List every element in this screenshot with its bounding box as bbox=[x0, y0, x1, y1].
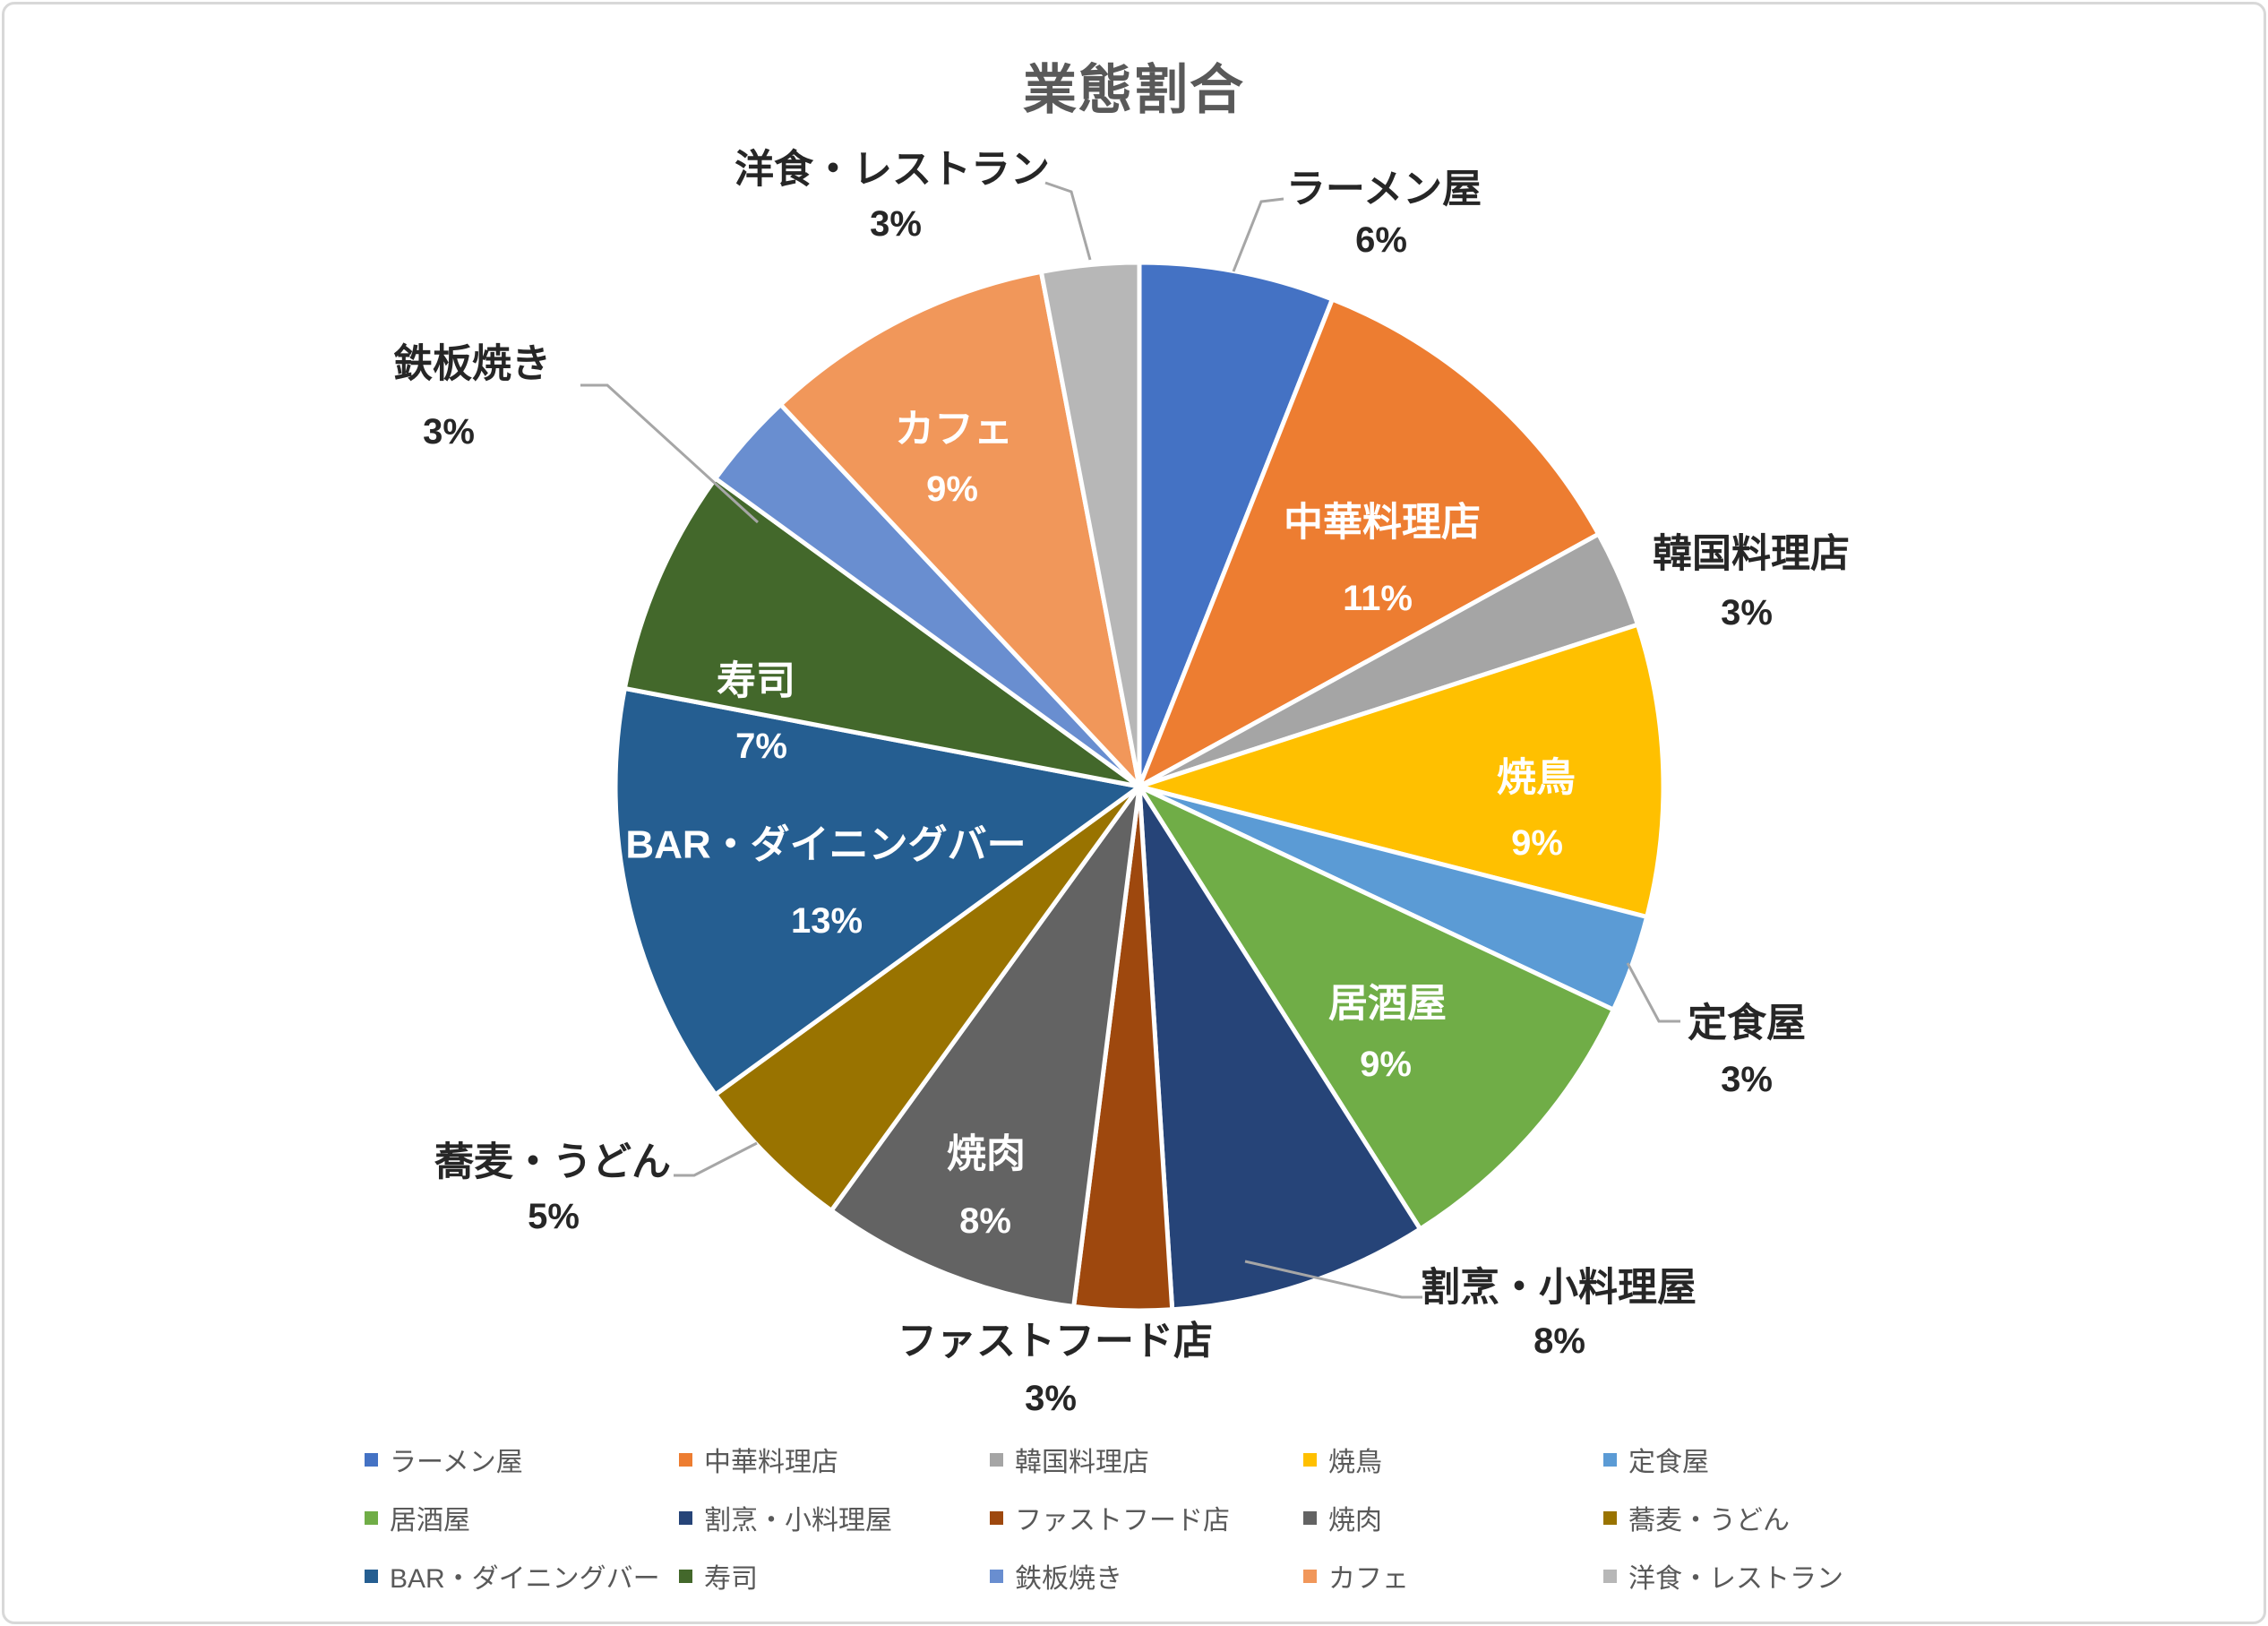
slice-label-name: 割烹・小料理屋 bbox=[1421, 1266, 1697, 1310]
legend-item-label: 韓国料理店 bbox=[1015, 1448, 1149, 1477]
legend-item-鉄板焼き[interactable]: 鉄板焼き bbox=[990, 1561, 1122, 1594]
pie-slice-割烹・小料理屋[interactable] bbox=[1137, 784, 1422, 1312]
legend-marker-icon bbox=[990, 1510, 1003, 1525]
label-leader-line bbox=[674, 1141, 758, 1177]
legend-item-label: 鉄板焼き bbox=[1015, 1564, 1122, 1594]
legend-item-韓国料理店[interactable]: 韓国料理店 bbox=[990, 1445, 1149, 1477]
slice-label-name: 焼鳥 bbox=[1497, 756, 1576, 800]
pie-slice-ラーメン屋[interactable] bbox=[1137, 260, 1335, 789]
pie-slice-カフェ[interactable] bbox=[778, 269, 1142, 789]
slice-label-percent: 5% bbox=[528, 1197, 580, 1236]
legend-item-label: 洋食・レストラン bbox=[1628, 1564, 1843, 1594]
legend-marker-icon bbox=[990, 1569, 1003, 1583]
legend-item-label: カフェ bbox=[1328, 1564, 1409, 1594]
legend-item-ファストフード店[interactable]: ファストフード店 bbox=[990, 1503, 1230, 1536]
legend-marker-icon bbox=[679, 1569, 692, 1583]
label-leader-line bbox=[1044, 181, 1092, 261]
label-leader-line bbox=[1244, 1260, 1422, 1299]
legend-item-label: ラーメン屋 bbox=[390, 1448, 523, 1477]
legend-marker-icon bbox=[990, 1452, 1003, 1467]
legend-item-label: ファストフード店 bbox=[1015, 1506, 1230, 1536]
slice-label-name: 蕎麦・うどん bbox=[434, 1140, 671, 1184]
slice-label-name: カフェ bbox=[895, 408, 1013, 452]
legend-item-焼肉[interactable]: 焼肉 bbox=[1303, 1503, 1382, 1536]
pie-slice-居酒屋[interactable] bbox=[1137, 784, 1616, 1232]
legend-item-label: 寿司 bbox=[704, 1564, 758, 1594]
slice-label-name: BAR・ダイニングバー bbox=[625, 823, 1026, 867]
slice-label-name: 定食屋 bbox=[1688, 1002, 1806, 1045]
legend-marker-icon bbox=[1303, 1569, 1317, 1583]
pie-slice-蕎麦・うどん[interactable] bbox=[713, 784, 1142, 1213]
legend-item-焼鳥[interactable]: 焼鳥 bbox=[1303, 1445, 1382, 1477]
label-leader-line bbox=[580, 383, 760, 524]
legend-marker-icon bbox=[679, 1452, 692, 1467]
pie-slice-BAR・ダイニングバー[interactable] bbox=[613, 685, 1142, 1097]
slice-label-percent: 6% bbox=[1355, 220, 1407, 260]
slice-label-percent: 13% bbox=[791, 901, 863, 941]
slice-label-percent: 3% bbox=[870, 204, 922, 244]
slice-label-percent: 9% bbox=[1360, 1045, 1412, 1084]
slice-label-name: 居酒屋 bbox=[1328, 982, 1447, 1026]
slice-label-percent: 3% bbox=[1721, 1060, 1773, 1099]
chart-title: 業態割合 bbox=[1023, 60, 1245, 120]
slice-label-name: 鉄板焼き bbox=[393, 342, 551, 386]
legend-item-寿司[interactable]: 寿司 bbox=[679, 1561, 758, 1594]
legend-item-居酒屋[interactable]: 居酒屋 bbox=[365, 1503, 470, 1536]
legend-marker-icon bbox=[1303, 1452, 1317, 1467]
legend-item-洋食・レストラン[interactable]: 洋食・レストラン bbox=[1603, 1561, 1843, 1594]
slice-label-percent: 3% bbox=[1721, 593, 1773, 632]
slice-label-name: 韓国料理店 bbox=[1653, 532, 1850, 576]
slice-label-percent: 8% bbox=[1533, 1321, 1585, 1361]
legend-item-label: 居酒屋 bbox=[390, 1506, 470, 1536]
legend-item-割烹・小料理屋[interactable]: 割烹・小料理屋 bbox=[679, 1503, 892, 1536]
pie-slice-洋食・レストラン[interactable] bbox=[1038, 260, 1142, 789]
slice-label-percent: 9% bbox=[926, 469, 978, 509]
legend-marker-icon bbox=[365, 1569, 378, 1583]
slice-label-name: 寿司 bbox=[717, 659, 795, 703]
legend-item-label: 蕎麦・うどん bbox=[1628, 1506, 1790, 1536]
legend-item-label: 割烹・小料理屋 bbox=[704, 1506, 892, 1536]
legend-marker-icon bbox=[1603, 1510, 1617, 1525]
slice-label-percent: 7% bbox=[735, 727, 787, 766]
legend-marker-icon bbox=[1303, 1510, 1317, 1525]
slice-label-name: ラーメン屋 bbox=[1286, 168, 1482, 211]
slice-label-percent: 3% bbox=[423, 412, 475, 452]
label-leader-line bbox=[1232, 197, 1284, 272]
legend-marker-icon bbox=[1603, 1569, 1617, 1583]
pie-slice-寿司[interactable] bbox=[622, 476, 1142, 789]
legend-item-蕎麦・うどん[interactable]: 蕎麦・うどん bbox=[1603, 1503, 1790, 1536]
pie-slice-焼鳥[interactable] bbox=[1137, 622, 1666, 919]
slice-label-name: ファストフード店 bbox=[898, 1320, 1213, 1364]
legend-marker-icon bbox=[679, 1510, 692, 1525]
legend-item-中華料理店[interactable]: 中華料理店 bbox=[679, 1445, 838, 1477]
legend-item-BAR・ダイニングバー[interactable]: BAR・ダイニングバー bbox=[365, 1561, 660, 1594]
slice-label-name: 洋食・レストラン bbox=[735, 148, 1050, 192]
legend-item-label: 焼鳥 bbox=[1328, 1448, 1382, 1477]
legend-item-label: BAR・ダイニングバー bbox=[390, 1564, 660, 1594]
legend-item-定食屋[interactable]: 定食屋 bbox=[1603, 1445, 1709, 1477]
slice-label-percent: 8% bbox=[959, 1201, 1011, 1241]
pie-slice-中華料理店[interactable] bbox=[1137, 297, 1602, 789]
legend-item-label: 焼肉 bbox=[1328, 1506, 1382, 1536]
legend-item-label: 定食屋 bbox=[1628, 1448, 1709, 1477]
legend-marker-icon bbox=[365, 1452, 378, 1467]
slice-label-percent: 3% bbox=[1025, 1379, 1077, 1418]
legend-item-label: 中華料理店 bbox=[704, 1448, 838, 1477]
slice-label-name: 焼肉 bbox=[947, 1132, 1026, 1176]
slice-label-name: 中華料理店 bbox=[1284, 501, 1481, 545]
legend-marker-icon bbox=[1603, 1452, 1617, 1467]
slice-label-percent: 11% bbox=[1343, 579, 1413, 618]
label-leader-line bbox=[1626, 962, 1680, 1023]
legend-item-カフェ[interactable]: カフェ bbox=[1303, 1561, 1409, 1594]
slice-label-percent: 9% bbox=[1511, 823, 1563, 863]
legend-item-ラーメン屋[interactable]: ラーメン屋 bbox=[365, 1445, 523, 1477]
legend-marker-icon bbox=[365, 1510, 378, 1525]
pie-slice-焼肉[interactable] bbox=[829, 784, 1142, 1309]
